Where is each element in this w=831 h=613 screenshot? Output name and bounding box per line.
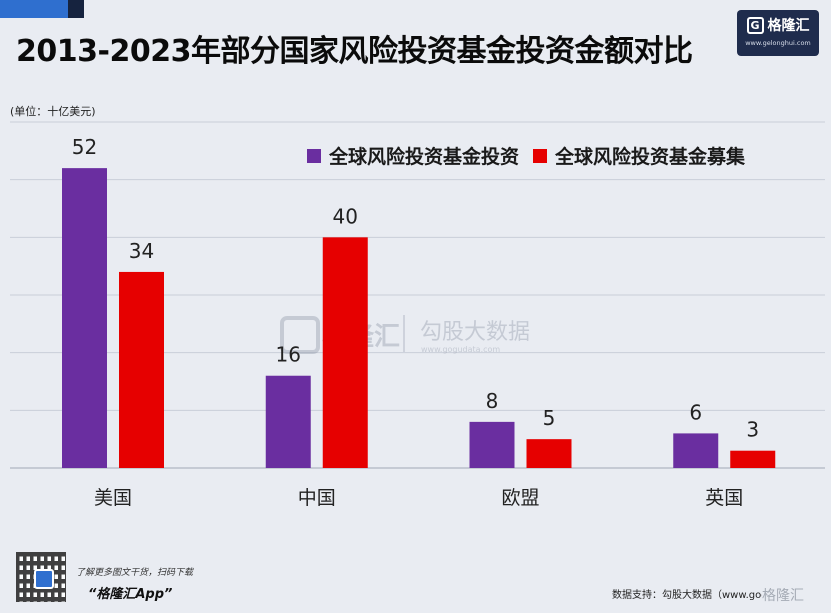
gelonghui-logo: G 格隆汇 www.gelonghui.com — [737, 10, 819, 56]
qr-badge-icon — [34, 569, 54, 589]
chart-title: 2013-2023年部分国家风险投资基金投资金额对比 — [16, 34, 693, 69]
value-label-s0-c1: 16 — [276, 343, 301, 367]
logo-g-icon: G — [746, 16, 764, 34]
x-tick-label-2: 欧盟 — [501, 487, 539, 509]
logo-url: www.gelonghui.com — [745, 39, 811, 47]
chart-value-labels: 52 34 16 40 8 5 6 3 — [72, 135, 759, 442]
value-label-s1-c2: 5 — [543, 406, 556, 430]
bar-s0-c3 — [673, 433, 719, 468]
bar-s1-c1 — [322, 237, 368, 468]
qr-code — [16, 552, 66, 602]
bar-s1-c2 — [526, 439, 572, 468]
x-tick-label-1: 中国 — [298, 487, 336, 509]
unit-label: (单位：十亿美元) — [10, 105, 96, 118]
footer-watermark: 格隆汇 — [762, 588, 804, 604]
value-label-s0-c0: 52 — [72, 135, 97, 159]
bar-s1-c3 — [730, 450, 776, 468]
value-label-s0-c2: 8 — [486, 389, 499, 413]
bar-s0-c2 — [469, 421, 515, 468]
app-name: “格隆汇App” — [88, 587, 173, 602]
corner-decoration — [0, 0, 84, 18]
legend-swatch-investment — [307, 148, 321, 163]
value-label-s1-c1: 40 — [333, 204, 358, 228]
legend-label-fundraising: 全球风险投资基金募集 — [555, 146, 746, 168]
x-tick-label-3: 英国 — [705, 487, 743, 509]
legend-item-investment: 全球风险投资基金投资 — [307, 142, 519, 169]
bar-s0-c1 — [265, 375, 311, 468]
value-label-s1-c0: 34 — [129, 239, 154, 263]
x-tick-label-0: 美国 — [94, 487, 132, 509]
bar-s0-c0 — [62, 168, 107, 468]
watermark-url: www.gogudata.com — [421, 345, 500, 354]
bar-s1-c0 — [119, 271, 164, 468]
value-label-s1-c3: 3 — [746, 418, 759, 442]
legend-label-investment: 全球风险投资基金投资 — [329, 146, 520, 168]
value-label-s0-c3: 6 — [689, 400, 702, 424]
chart-bars — [62, 168, 776, 468]
legend-swatch-fundraising — [533, 148, 548, 163]
data-source: 数据支持：勾股大数据（www.gogudata.com） — [612, 590, 762, 601]
legend-item-fundraising: 全球风险投资基金募集 — [533, 142, 745, 169]
watermark-gogudata: 勾股大数据 — [420, 320, 530, 345]
chart-legend: 全球风险投资基金投资 全球风险投资基金募集 — [307, 142, 759, 169]
chart-x-tick-labels: 美国 中国 欧盟 英国 — [94, 487, 743, 509]
watermark-logo-icon — [280, 316, 320, 354]
download-tip: 了解更多图文干货，扫码下载 — [76, 568, 194, 578]
watermark: 格隆汇 勾股大数据 www.gogudata.com — [280, 315, 530, 354]
logo-name: 格隆汇 — [767, 18, 810, 34]
